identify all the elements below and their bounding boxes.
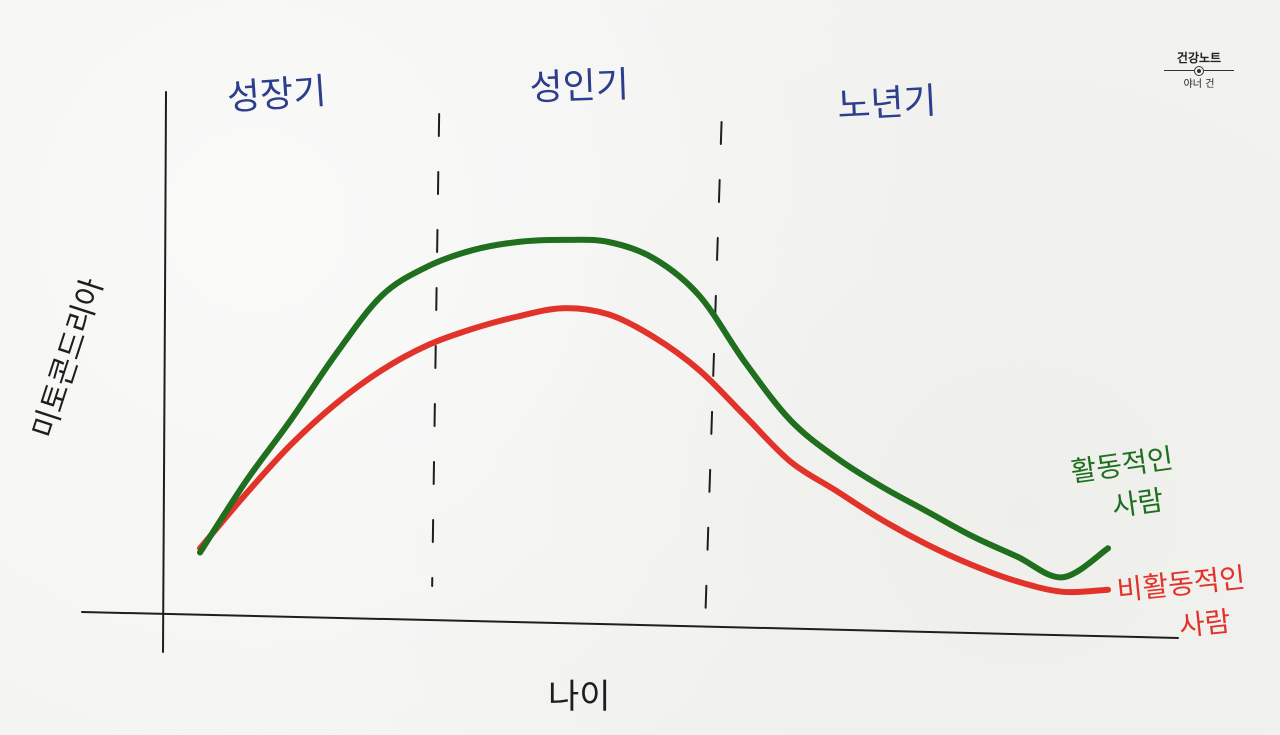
phase-label-growth: 성장기 xyxy=(226,71,328,119)
y-axis-line xyxy=(162,91,167,653)
series-line-active xyxy=(197,236,1111,581)
phase-divider-2 xyxy=(704,121,723,611)
brand-dot-icon xyxy=(1194,66,1204,76)
series-label-inactive-line2: 사람 xyxy=(1177,605,1232,643)
phase-dividers xyxy=(431,113,723,611)
y-axis-label: 미토콘드리아 xyxy=(26,274,110,442)
phase-label-adult: 성인기 xyxy=(529,65,630,109)
x-axis-label: 나이 xyxy=(548,677,611,717)
series-layer xyxy=(197,236,1111,596)
series-label-active-line2: 사람 xyxy=(1110,483,1166,523)
series-label-active-line1: 활동적인 xyxy=(1069,442,1176,489)
brand-subtitle: 야너 건 xyxy=(1183,79,1215,90)
x-axis-line xyxy=(81,611,1179,639)
phase-divider-1 xyxy=(431,113,441,587)
axes xyxy=(81,91,1179,653)
brand-logo: 건강노트 야너 건 xyxy=(1160,50,1238,92)
series-line-inactive xyxy=(197,305,1111,596)
series-label-inactive-line1: 비활동적인 xyxy=(1115,561,1247,607)
brand-title: 건강노트 xyxy=(1176,51,1222,65)
series-label-inactive: 비활동적인 사람 xyxy=(1115,561,1247,643)
series-label-active: 활동적인 사람 xyxy=(1069,442,1176,524)
phase-label-old-age: 노년기 xyxy=(836,81,937,127)
brand-divider xyxy=(1164,66,1234,76)
